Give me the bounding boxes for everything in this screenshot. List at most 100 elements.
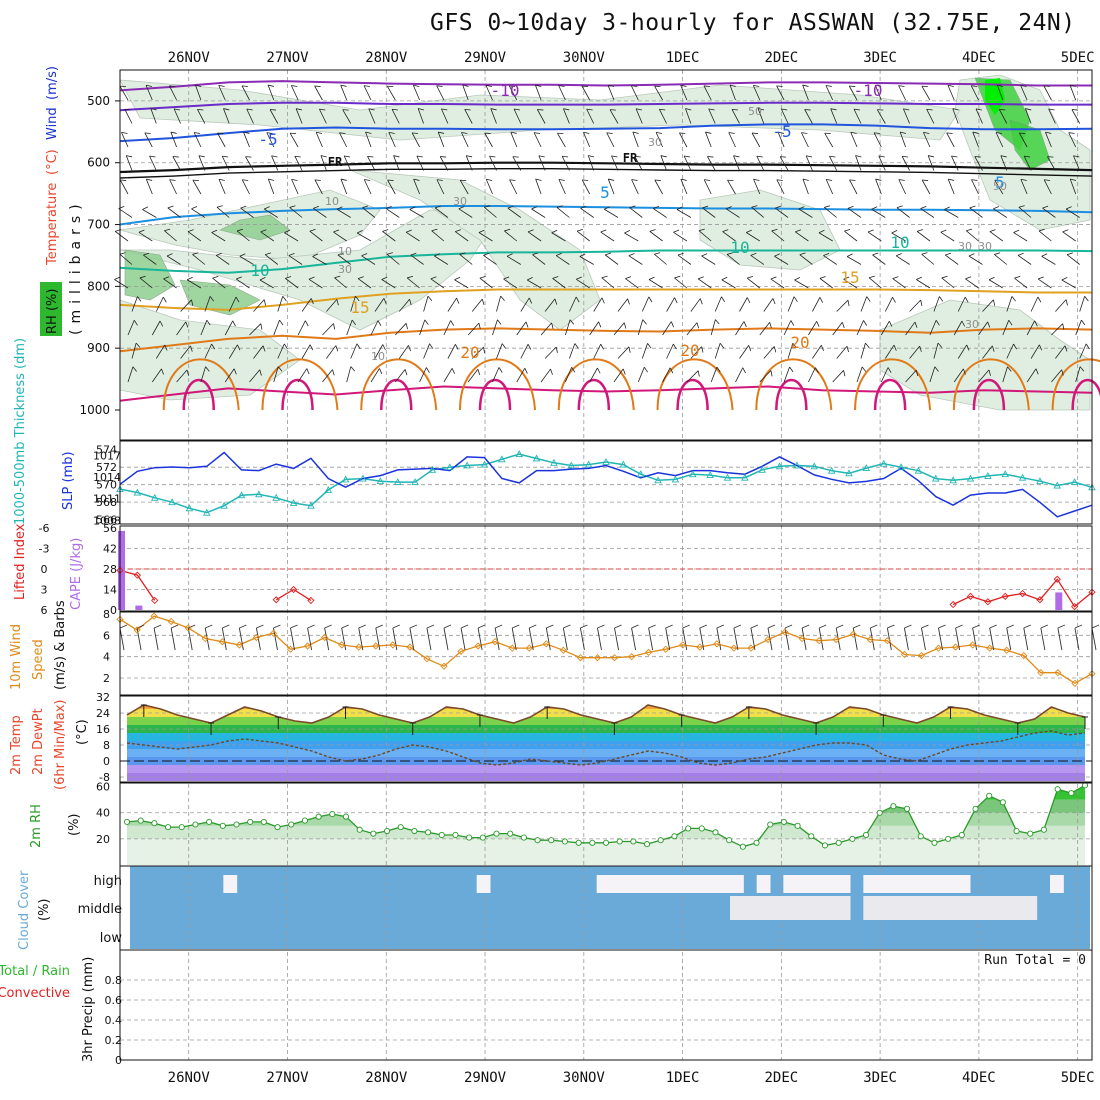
wind-barb	[218, 179, 226, 195]
wind-barb-feather	[524, 367, 528, 374]
wind-barb	[1018, 206, 1032, 218]
wind-barb	[516, 367, 526, 383]
wind10-barb	[665, 627, 671, 651]
wind-barb	[946, 132, 955, 148]
cloud-cell-clear	[650, 875, 664, 893]
wind-barb-feather	[823, 252, 830, 256]
wind10-barb	[358, 627, 364, 651]
wind-barb	[579, 256, 594, 265]
wind-barb-feather	[430, 276, 437, 280]
wind-barb	[674, 277, 688, 289]
wind-barb	[818, 232, 833, 242]
wind-barb-feather	[928, 155, 935, 158]
wind-barb	[708, 108, 716, 124]
wind-barb-feather	[824, 205, 831, 208]
wind-barb-feather	[1084, 296, 1089, 302]
wind-barb	[1013, 232, 1028, 242]
cape-bar	[1055, 592, 1063, 610]
wind-barb	[972, 131, 979, 148]
wind10-barb-feather	[546, 624, 554, 629]
wind-barb-feather	[947, 84, 954, 87]
wind-barb-feather	[410, 252, 417, 256]
wind-barb-feather	[653, 205, 660, 209]
lifted-index-point	[289, 585, 298, 594]
wind-barb	[569, 296, 577, 312]
wind-barb-feather	[458, 206, 465, 210]
wind-barb-feather	[873, 132, 881, 134]
wind-barb-feather	[697, 276, 704, 280]
wind10-point	[474, 642, 482, 650]
wind-barb-feather	[455, 229, 462, 232]
wind-barb-feather	[704, 179, 711, 181]
isotherm-25-loop	[972, 378, 1006, 411]
wind-barb	[496, 295, 502, 312]
wind-barb	[267, 84, 275, 101]
wind-barb	[455, 231, 469, 242]
wind-barb	[1041, 255, 1056, 265]
wind-barb-feather	[900, 131, 907, 134]
wind-barb	[746, 232, 761, 242]
wind-barb	[1073, 155, 1081, 171]
wind-barb	[593, 343, 602, 359]
wind-barb	[641, 343, 648, 359]
wind-barb	[654, 85, 663, 101]
wind-barb-feather	[551, 322, 554, 329]
wind-barb-feather	[490, 108, 497, 111]
wind-barb	[1026, 320, 1035, 336]
wind-barb	[563, 108, 570, 124]
wind-barb	[624, 232, 639, 242]
wind-barb	[533, 132, 542, 148]
date-label-top: 1DEC	[666, 50, 700, 66]
wind-barb	[929, 320, 937, 336]
wind-barb-feather	[142, 206, 149, 210]
wind-barb	[878, 155, 886, 171]
wind10-barb	[903, 627, 909, 651]
wind-barb	[739, 345, 750, 359]
rh2m-point	[466, 834, 473, 841]
wind-barb-feather	[628, 253, 635, 257]
wind-barb-feather	[569, 319, 575, 325]
wind-barb	[970, 85, 979, 101]
wind10-tick-label: 2	[103, 672, 110, 685]
wind-barb-feather	[865, 342, 870, 348]
date-label-bottom: 2DEC	[764, 1070, 798, 1086]
wind-barb	[728, 132, 736, 148]
wind-barb-feather	[120, 179, 127, 181]
wind-barb	[459, 179, 469, 195]
wind-barb-feather	[507, 205, 514, 209]
wind-barb-feather	[1014, 275, 1021, 279]
wind-barb-feather	[1018, 205, 1025, 208]
wind-barb	[370, 368, 380, 383]
wind-barb	[192, 254, 206, 265]
wind-barb	[319, 108, 327, 124]
wind-barb-feather	[673, 343, 677, 350]
wind-barb-feather	[875, 84, 882, 87]
wind-barb-feather	[454, 276, 461, 281]
rh2m-point	[958, 831, 965, 839]
wind-barb-feather	[1066, 252, 1073, 256]
dewpoint-line	[126, 730, 1086, 766]
wind-barb	[1043, 85, 1052, 101]
isotherm-label: 20	[680, 341, 699, 360]
wind10-point	[150, 612, 158, 620]
wind-barb-feather	[871, 206, 878, 210]
wind-barb	[756, 155, 765, 171]
wind10-point	[286, 645, 295, 653]
wind-barb-feather	[696, 322, 700, 329]
wind-barb	[273, 366, 279, 383]
wind-barb-feather	[919, 345, 922, 352]
temp-tick-label: 0	[103, 755, 110, 768]
wind-barb-feather	[357, 276, 364, 279]
wind-barb	[783, 366, 790, 383]
thickness-point	[463, 461, 471, 469]
wind-barb-feather	[367, 155, 374, 158]
wind10-barb-feather	[972, 624, 980, 629]
isotherm-25-loop	[182, 378, 215, 411]
temperature-label: Temperature	[45, 183, 60, 266]
wind-barb	[125, 155, 133, 171]
wind-barb-feather	[413, 178, 420, 181]
wind-barb	[971, 179, 979, 195]
wind10-barb-feather	[170, 624, 179, 629]
wind-barb	[880, 367, 889, 383]
wind-barb	[295, 108, 303, 124]
